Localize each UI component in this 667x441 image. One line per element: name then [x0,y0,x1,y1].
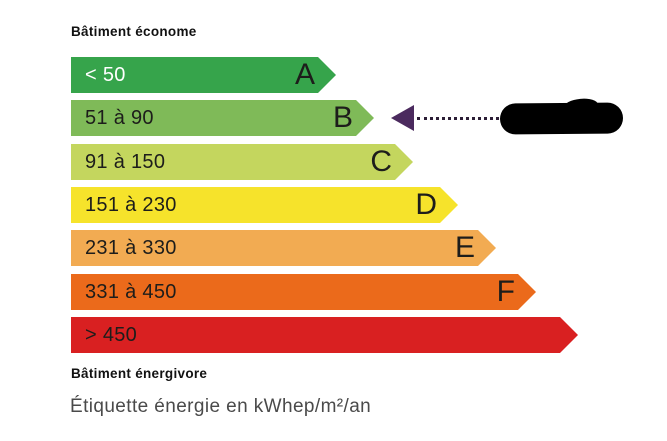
energy-bar-tip [356,100,374,136]
dotted-connector [417,116,499,120]
class-letter: B [332,101,353,134]
energy-bar: 331 à 450 F [71,274,518,310]
energy-bar: < 50 A [71,57,318,93]
energy-bar: 51 à 90 B [71,100,356,136]
class-letter: E [454,231,475,264]
energy-bar-tip [318,57,336,93]
class-letter: C [370,145,392,178]
rating-indicator [391,100,624,136]
class-letter: F [496,275,515,308]
energy-bar-row-f: 331 à 450 F [71,274,536,310]
energy-bar-tip [478,230,496,266]
range-label: 91 à 150 [85,150,166,173]
energy-bar-tip [560,317,578,353]
class-letter: A [294,58,315,91]
energy-bar: 91 à 150 C [71,144,395,180]
energy-bar-row-a: < 50 A [71,57,336,93]
energy-bar: 231 à 330 E [71,230,478,266]
energy-intensive-building-label: Bâtiment énergivore [71,366,208,381]
range-label: > 450 [85,323,138,346]
energy-bar-tip [518,274,536,310]
energy-bar-row-d: 151 à 230 D [71,187,458,223]
range-label: 51 à 90 [85,106,154,129]
range-label: 151 à 230 [85,193,177,216]
energy-bar-row-c: 91 à 150 C [71,144,413,180]
energy-bar: > 450 [71,317,560,353]
energy-bar-tip [395,144,413,180]
range-label: 331 à 450 [85,280,177,303]
class-letter: D [415,188,437,221]
economical-building-label: Bâtiment économe [71,24,197,39]
energy-bar: 151 à 230 D [71,187,440,223]
energy-bar-row-g: > 450 [71,317,578,353]
range-label: 231 à 330 [85,236,177,259]
energy-bar-row-e: 231 à 330 E [71,230,496,266]
energy-bar-row-b: 51 à 90 B [71,100,374,136]
redaction-marker [499,101,624,135]
energy-bar-tip [440,187,458,223]
range-label: < 50 [85,63,126,86]
energy-label-caption: Étiquette énergie en kWhep/m²/an [70,396,372,417]
arrow-left-icon [391,105,414,131]
